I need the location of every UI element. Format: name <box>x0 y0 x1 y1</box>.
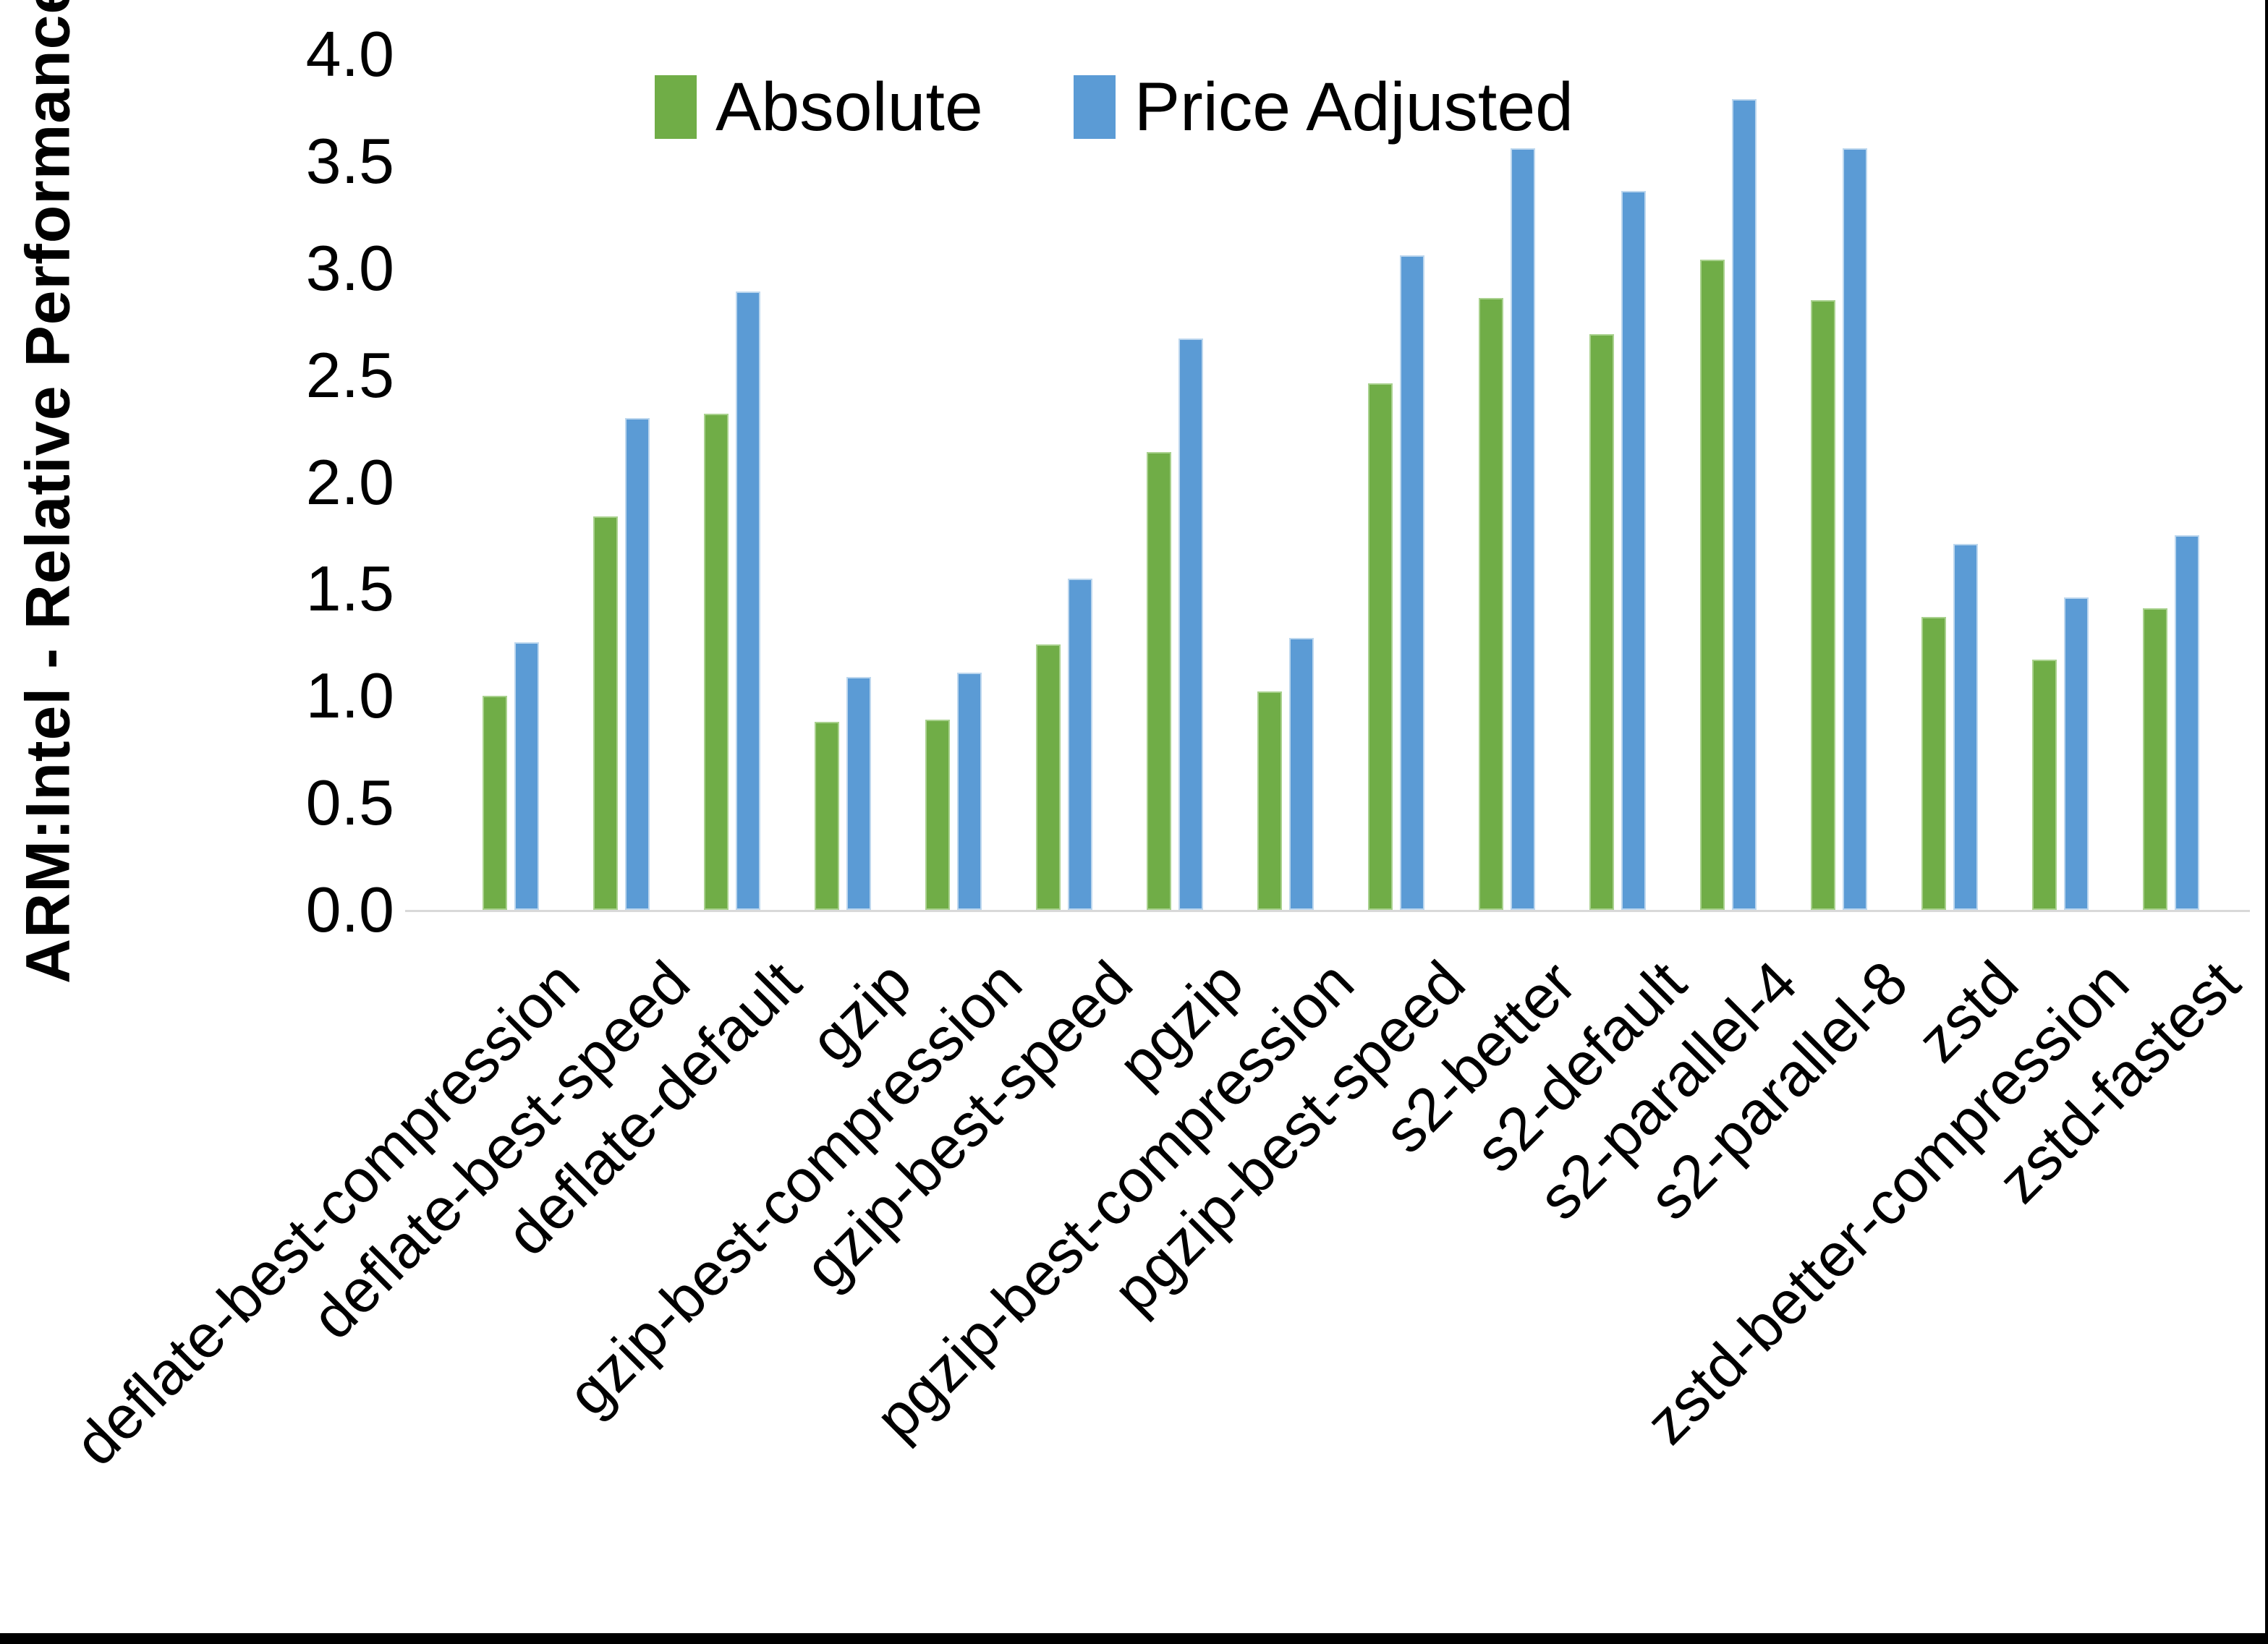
y-tick-label-1.5: 1.5 <box>305 553 394 624</box>
y-tick-label-3.5: 3.5 <box>305 125 394 197</box>
frame-bottom-border <box>0 1633 2268 1644</box>
bar-price-adjusted-deflate-default <box>736 291 760 910</box>
bar-absolute-s2-better <box>1479 298 1503 910</box>
bar-absolute-pgzip-best-compression <box>1257 691 1282 910</box>
bar-price-adjusted-gzip-best-speed <box>1068 579 1092 910</box>
y-tick-label-0.5: 0.5 <box>305 767 394 838</box>
bar-price-adjusted-zstd <box>1953 544 1978 910</box>
legend-label-price-adjusted: Price Adjusted <box>1134 68 1573 145</box>
legend-swatch-price-adjusted <box>1073 75 1116 139</box>
legend: Absolute Price Adjusted <box>655 64 1573 150</box>
bar-price-adjusted-deflate-best-speed <box>625 418 650 910</box>
bar-price-adjusted-s2-default <box>1621 191 1646 910</box>
bar-absolute-s2-default <box>1589 334 1614 910</box>
legend-swatch-absolute <box>655 75 697 139</box>
bar-price-adjusted-gzip <box>846 677 871 910</box>
legend-label-absolute: Absolute <box>715 68 983 145</box>
y-tick-label-4.0: 4.0 <box>305 18 394 90</box>
frame-right-border <box>2265 0 2268 1644</box>
y-tick-label-1.0: 1.0 <box>305 660 394 731</box>
bar-absolute-gzip-best-compression <box>925 720 950 910</box>
y-tick-label-2.5: 2.5 <box>305 339 394 411</box>
bar-price-adjusted-pgzip-best-compression <box>1289 638 1314 910</box>
bar-absolute-gzip-best-speed <box>1036 644 1061 910</box>
bar-absolute-pgzip-best-speed <box>1368 383 1393 910</box>
bar-absolute-s2-parallel-8 <box>1811 300 1835 910</box>
bar-absolute-deflate-best-compression <box>483 696 507 910</box>
bar-absolute-gzip <box>815 722 839 910</box>
bar-price-adjusted-s2-parallel-8 <box>1843 148 1867 910</box>
bar-absolute-zstd-better-compression <box>2032 660 2057 910</box>
bar-price-adjusted-s2-better <box>1511 148 1535 910</box>
bar-price-adjusted-gzip-best-compression <box>957 673 982 910</box>
bar-price-adjusted-zstd-better-compression <box>2064 597 2089 910</box>
bar-absolute-zstd-fastest <box>2143 608 2167 910</box>
bar-price-adjusted-pgzip <box>1178 338 1203 910</box>
bar-price-adjusted-deflate-best-compression <box>514 642 539 910</box>
y-tick-label-3.0: 3.0 <box>305 232 394 304</box>
y-axis-title: ARM:Intel - Relative Performance <box>13 0 83 984</box>
bar-absolute-s2-parallel-4 <box>1700 260 1725 910</box>
y-tick-label-0.0: 0.0 <box>305 874 394 945</box>
bar-absolute-pgzip <box>1147 452 1171 910</box>
plot-area <box>405 54 2250 912</box>
bar-price-adjusted-zstd-fastest <box>2175 535 2199 910</box>
bar-absolute-zstd <box>1921 617 1946 910</box>
bar-absolute-deflate-default <box>704 414 729 910</box>
bar-price-adjusted-s2-parallel-4 <box>1732 99 1757 910</box>
bar-price-adjusted-pgzip-best-speed <box>1400 255 1424 910</box>
y-tick-label-2.0: 2.0 <box>305 446 394 518</box>
bar-absolute-deflate-best-speed <box>593 516 618 910</box>
